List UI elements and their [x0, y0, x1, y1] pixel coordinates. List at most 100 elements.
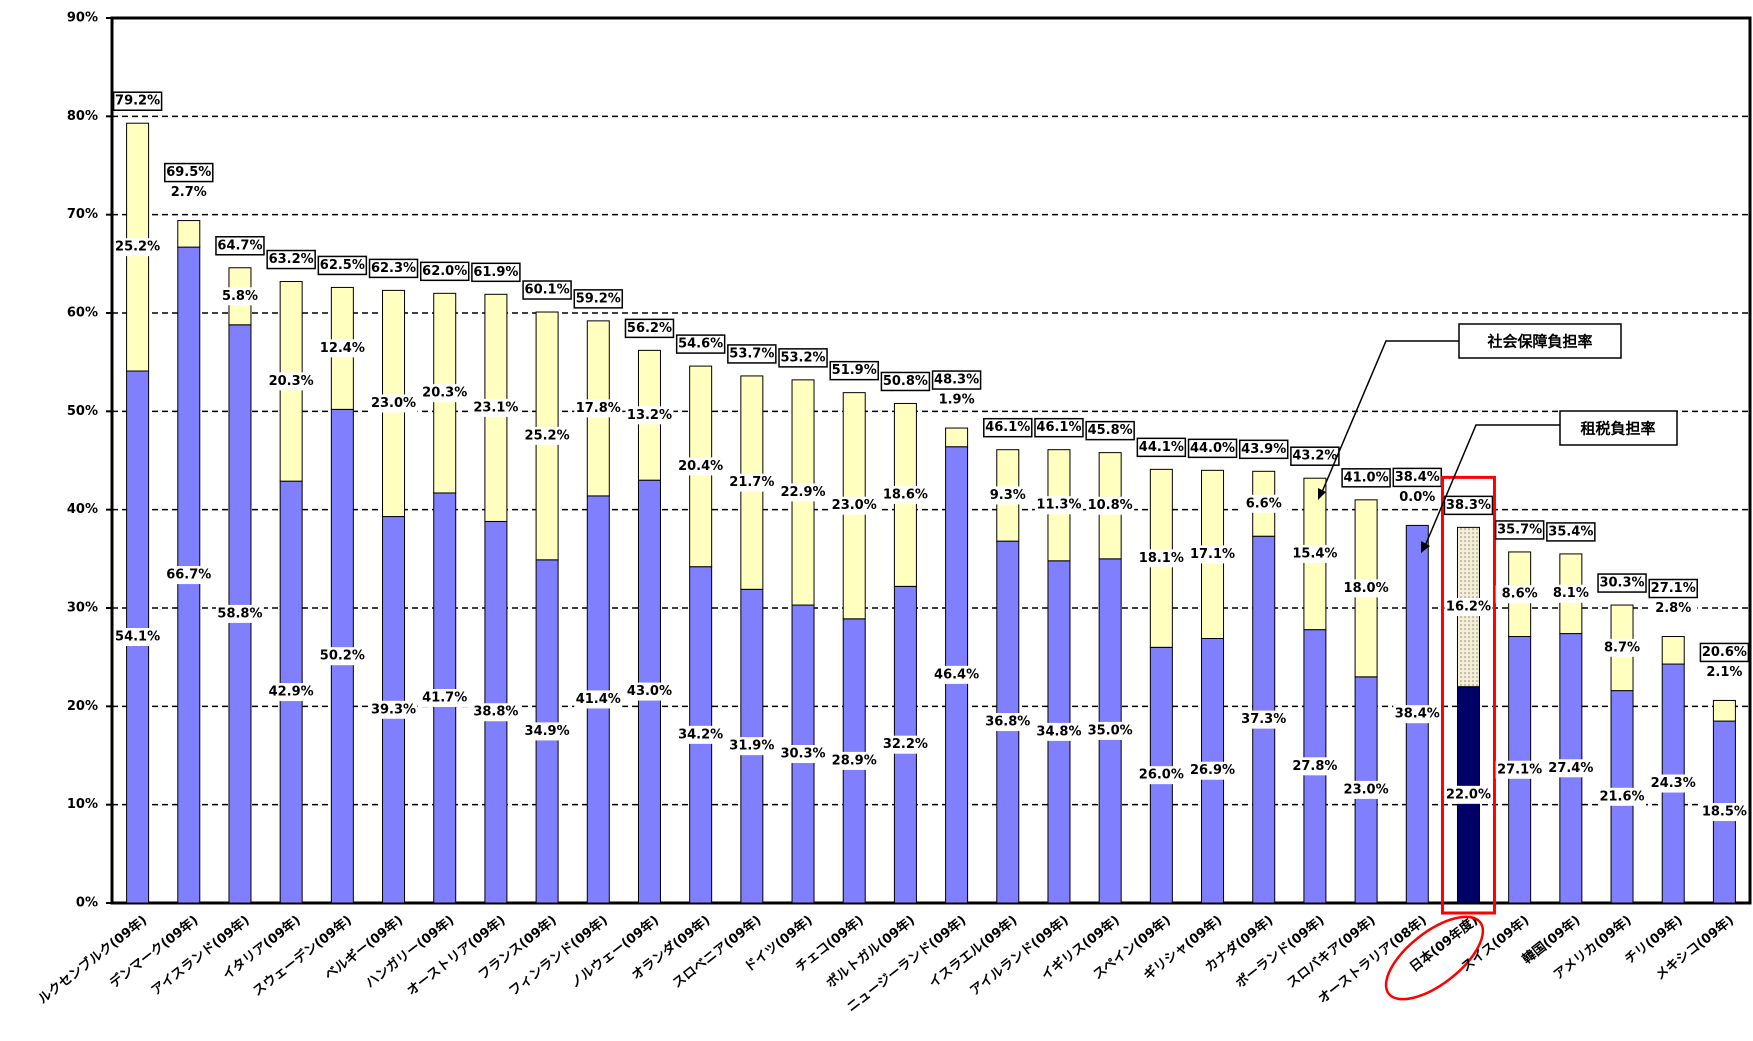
total-label: 45.8%: [1088, 423, 1133, 438]
value-label: 23.0%: [832, 498, 877, 513]
label-bg: [574, 399, 623, 418]
total-label-box: [778, 348, 828, 368]
total-label-box: [112, 91, 163, 111]
label-bg: [1649, 599, 1698, 618]
label-bg: [1444, 785, 1493, 804]
total-label: 59.2%: [576, 291, 621, 306]
total-label-box: [1341, 468, 1391, 488]
label-bg: [1444, 598, 1493, 617]
value-label: 37.3%: [1241, 712, 1286, 727]
label-bg: [1342, 579, 1391, 598]
total-label: 44.0%: [1190, 441, 1235, 456]
label-bg: [1546, 584, 1595, 603]
value-label: 25.2%: [115, 240, 160, 255]
label-bg: [1393, 488, 1442, 507]
total-label-box: [215, 236, 265, 256]
label-bg: [164, 566, 213, 585]
total-label: 27.1%: [1651, 581, 1696, 596]
label-bg: [420, 384, 469, 403]
x-tick-label: ノルウェー(09年): [567, 912, 662, 991]
value-label: 18.5%: [1702, 805, 1747, 820]
total-label-box: [1699, 642, 1750, 663]
x-tick-label: スロバキア(09年): [1284, 912, 1379, 991]
total-label: 62.0%: [422, 264, 467, 279]
annotation: 租税負担率: [1580, 420, 1655, 438]
value-label: 50.2%: [320, 649, 365, 664]
label-bg: [881, 735, 930, 754]
label-bg: [164, 183, 213, 202]
value-label: 27.4%: [1548, 761, 1593, 776]
total-label-box: [624, 318, 675, 339]
value-label: 30.3%: [780, 747, 825, 762]
label-bg: [420, 688, 469, 707]
value-label: 21.6%: [1599, 789, 1644, 804]
label-bg: [113, 628, 162, 647]
label-bg: [1546, 759, 1595, 778]
label-bg: [932, 391, 981, 410]
label-bg: [523, 426, 572, 445]
value-label: 20.3%: [269, 374, 314, 389]
value-label: 31.9%: [729, 739, 774, 754]
total-label: 48.3%: [934, 373, 979, 388]
label-bg: [625, 682, 674, 701]
value-label: 36.8%: [985, 715, 1030, 730]
total-label: 54.6%: [678, 337, 723, 352]
label-bg: [369, 700, 418, 719]
total-label-box: [1648, 578, 1698, 599]
value-label: 34.2%: [678, 727, 723, 742]
total-label: 53.2%: [780, 350, 825, 365]
annotation-box: [1458, 323, 1622, 359]
value-label: 41.7%: [422, 690, 467, 705]
total-label: 38.3%: [1446, 498, 1491, 513]
total-label-box: [829, 360, 879, 381]
y-tick-label: 10%: [67, 797, 98, 812]
total-label: 46.1%: [985, 420, 1030, 435]
total-label: 62.5%: [320, 258, 365, 273]
value-label: 46.4%: [934, 667, 979, 682]
total-label: 20.6%: [1702, 645, 1747, 660]
x-tick-label: ポルトガル(09年): [823, 912, 918, 991]
value-label: 1.9%: [939, 393, 975, 408]
total-label: 53.7%: [729, 346, 774, 361]
label-bg: [1290, 757, 1339, 776]
total-label: 38.4%: [1395, 470, 1440, 485]
value-label: 58.8%: [217, 606, 262, 621]
value-label: 11.3%: [1036, 498, 1081, 513]
label-bg: [1495, 585, 1544, 604]
value-label: 32.2%: [883, 737, 928, 752]
total-label: 46.1%: [1036, 420, 1081, 435]
total-label-box: [1085, 420, 1135, 441]
value-label: 18.1%: [1139, 551, 1184, 566]
value-label: 25.2%: [525, 428, 570, 443]
y-tick-label: 20%: [67, 699, 98, 714]
highlight-ellipse: [1384, 915, 1485, 1001]
label-bg: [1290, 544, 1339, 563]
value-label: 54.1%: [115, 630, 160, 645]
label-bg: [830, 751, 879, 770]
label-bg: [471, 703, 520, 722]
total-label: 79.2%: [115, 94, 160, 109]
value-label: 38.8%: [473, 705, 518, 720]
total-label: 50.8%: [883, 374, 928, 389]
label-bg: [267, 372, 316, 391]
label-bg: [1239, 710, 1288, 729]
value-label: 34.9%: [525, 724, 570, 739]
annotation-line: [1424, 424, 1560, 547]
value-label: 28.9%: [832, 753, 877, 768]
label-bg: [1137, 766, 1186, 785]
label-bg: [1086, 496, 1135, 515]
y-tick-label: 30%: [67, 601, 98, 616]
total-label-box: [931, 370, 982, 390]
total-label-box: [1136, 437, 1187, 458]
total-label: 41.0%: [1344, 470, 1389, 485]
y-tick-label: 90%: [67, 11, 98, 26]
label-bg: [1649, 774, 1698, 793]
value-label: 8.6%: [1502, 587, 1538, 602]
label-bg: [676, 725, 725, 744]
label-bg: [625, 406, 674, 425]
annotation-box: [1559, 410, 1678, 446]
label-bg: [215, 287, 264, 306]
total-label: 30.3%: [1599, 576, 1644, 591]
value-label: 39.3%: [371, 702, 416, 717]
value-label: 42.9%: [269, 685, 314, 700]
